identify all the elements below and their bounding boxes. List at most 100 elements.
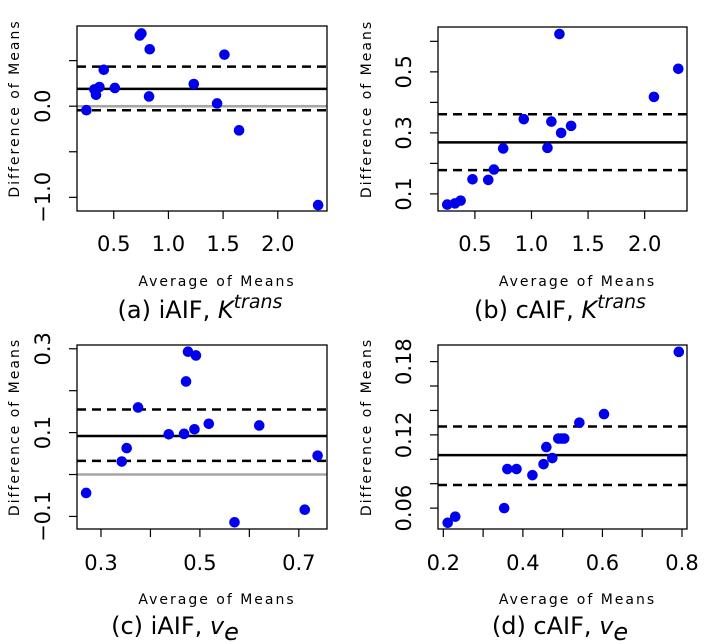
data-point	[121, 442, 133, 454]
caption-symbol: v	[210, 612, 225, 640]
caption-superscript: trans	[234, 291, 283, 313]
y-tick-label: 0.3	[31, 332, 55, 365]
data-point	[502, 463, 513, 475]
caption-subscript: e	[613, 618, 628, 644]
data-point	[648, 91, 660, 103]
caption-prefix: (c) iAIF,	[111, 612, 210, 640]
data-point	[109, 82, 121, 94]
panel-d: 0.06 0.12 0.18 0.2 0.4 0.6 0.8 Difference of Me…	[359, 338, 699, 644]
x-tick-label: 2.0	[261, 232, 294, 256]
data-point	[143, 91, 155, 102]
data-point	[673, 346, 685, 358]
y-tick-label: 0.0	[31, 89, 55, 122]
caption-symbol: K	[581, 296, 599, 324]
panel-caption: (d) cAIF, ve	[492, 612, 628, 644]
caption-prefix: (a) iAIF,	[118, 296, 218, 324]
data-point	[598, 408, 610, 420]
panel-b: 0.1 0.3 0.5 0.5 1.0 1.5 2.0 Difference of Means…	[359, 20, 688, 324]
data-point	[163, 428, 175, 440]
x-tick-label: 0.8	[665, 551, 698, 575]
panel-caption: (c) iAIF, ve	[111, 612, 239, 644]
y-tick-label: 0.1	[31, 416, 55, 449]
data-point	[546, 116, 557, 127]
caption-symbol: K	[218, 296, 236, 324]
x-tick-label: 0.5	[183, 551, 216, 575]
data-point	[542, 142, 553, 154]
data-point	[132, 402, 144, 413]
x-axis-label: Average of Means	[499, 592, 656, 608]
x-tick-label: 2.0	[628, 232, 661, 256]
x-tick-label: 1.0	[152, 232, 185, 256]
y-tick-label: 0.5	[392, 55, 416, 88]
data-point	[81, 104, 92, 116]
x-tick-label: 0.5	[458, 232, 491, 256]
panel-caption: (b) cAIF, Ktrans	[474, 291, 646, 324]
data-point	[178, 428, 190, 440]
caption-subscript: e	[224, 618, 239, 644]
caption-superscript: trans	[597, 291, 646, 313]
data-point	[229, 516, 240, 528]
data-point	[449, 511, 461, 522]
data-point	[182, 346, 194, 358]
data-point	[467, 173, 478, 185]
data-point	[80, 487, 92, 499]
y-tick-label: 0.1	[392, 177, 416, 210]
x-axis-label: Average of Means	[499, 274, 656, 290]
x-tick-label: 0.3	[84, 551, 117, 575]
data-point	[554, 28, 565, 40]
y-tick-label: −1.0	[31, 172, 55, 223]
data-point	[189, 423, 200, 435]
data-point	[312, 450, 323, 461]
data-point	[94, 81, 105, 93]
y-axis-label: Difference of Means	[7, 338, 23, 516]
panel-c: −0.1 0.1 0.3 0.3 0.5 0.7 Difference of Means Av…	[7, 332, 328, 644]
plot-frame	[437, 26, 688, 212]
y-tick-label: −0.1	[31, 491, 55, 542]
data-point	[574, 417, 585, 428]
y-tick-label: 0.3	[392, 116, 416, 149]
plot-frame	[76, 344, 328, 530]
data-point	[498, 502, 510, 514]
data-point	[219, 49, 230, 60]
caption-symbol: v	[599, 612, 614, 640]
data-point	[518, 113, 530, 125]
data-point	[538, 458, 549, 470]
y-tick-label: 0.18	[392, 338, 416, 385]
plot-frame	[76, 25, 328, 212]
caption-prefix: (b) cAIF,	[474, 296, 581, 324]
y-axis-label: Difference of Means	[359, 338, 375, 516]
x-axis-label: Average of Means	[138, 274, 295, 290]
x-tick-label: 1.5	[206, 232, 239, 256]
x-tick-label: 0.7	[282, 551, 315, 575]
panel-a: −1.0 0.0 0.5 1.0 1.5 2.0 Difference of Means Av…	[7, 19, 328, 324]
y-axis-label: Difference of Means	[359, 20, 375, 198]
x-tick-label: 0.2	[427, 551, 460, 575]
data-point	[547, 452, 558, 464]
data-point	[190, 350, 202, 361]
x-tick-label: 0.4	[506, 551, 539, 575]
data-point	[541, 441, 552, 453]
data-point	[233, 125, 245, 136]
data-point	[299, 504, 311, 516]
data-point	[136, 28, 147, 39]
data-point	[203, 418, 215, 430]
data-point	[672, 63, 684, 75]
data-point	[144, 43, 156, 55]
panel-caption: (a) iAIF, Ktrans	[118, 291, 283, 324]
data-point	[565, 120, 577, 132]
x-axis-label: Average of Means	[138, 592, 295, 608]
data-point	[497, 143, 509, 154]
data-point	[558, 433, 570, 444]
x-tick-label: 1.0	[515, 232, 548, 256]
y-tick-label: 0.12	[392, 411, 416, 458]
data-point	[211, 98, 223, 109]
data-point	[312, 199, 324, 211]
data-point	[442, 517, 454, 529]
data-point	[188, 78, 200, 90]
caption-prefix: (d) cAIF,	[492, 612, 599, 640]
data-point	[555, 127, 567, 139]
data-point	[116, 456, 128, 467]
y-axis-label: Difference of Means	[7, 19, 23, 197]
data-point	[455, 195, 466, 206]
